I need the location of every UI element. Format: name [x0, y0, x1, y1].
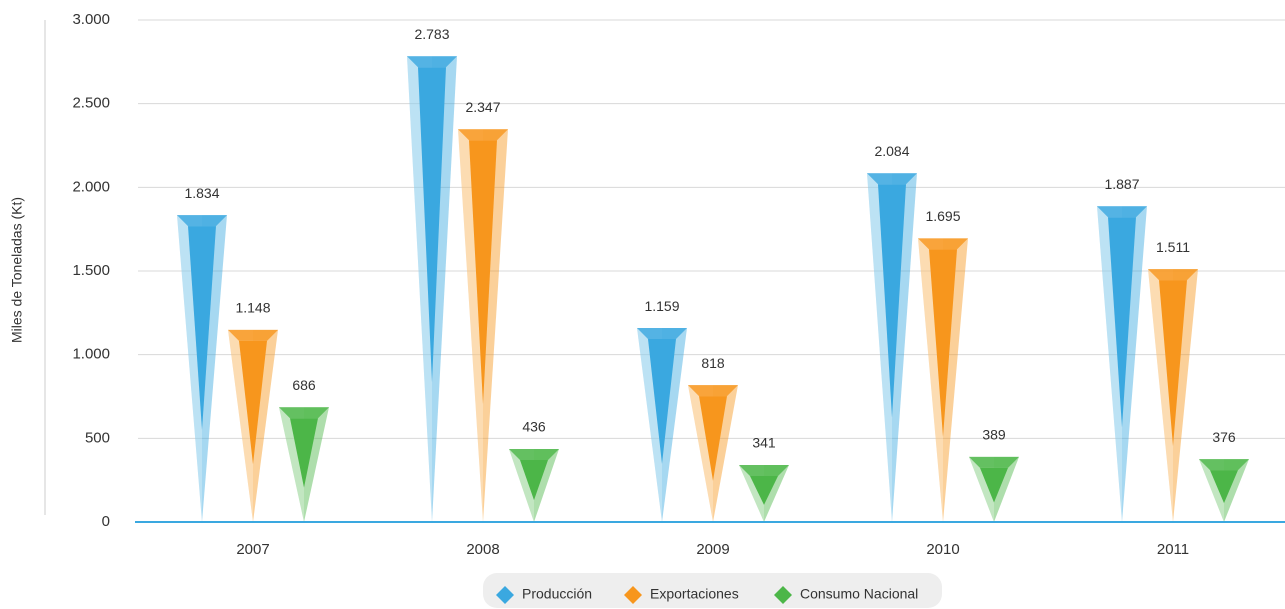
bar-core: [290, 418, 318, 488]
bar-cap: [918, 238, 968, 250]
value-label: 2.084: [874, 143, 909, 159]
bar-cap: [739, 464, 789, 476]
bar-core: [750, 475, 778, 505]
bar-core: [418, 67, 446, 383]
bar-cap: [637, 328, 687, 340]
bar-cap: [177, 215, 227, 227]
legend-marker: [624, 586, 642, 604]
bar-cap: [509, 449, 559, 461]
value-label: 2.783: [414, 26, 449, 42]
value-label: 376: [1212, 429, 1236, 445]
bar-cap: [1148, 269, 1198, 281]
y-tick-label: 2.000: [72, 178, 110, 195]
legend: [483, 573, 942, 608]
bar-core: [648, 339, 676, 464]
bar-core: [878, 184, 906, 418]
bar-cap: [407, 56, 457, 68]
value-label: 1.834: [184, 185, 219, 201]
y-tick-label: 2.500: [72, 95, 110, 112]
value-label: 686: [292, 377, 316, 393]
bar-cap: [1199, 459, 1249, 471]
bar-cap: [1097, 206, 1147, 218]
value-label: 341: [752, 435, 776, 451]
legend-label: Consumo Nacional: [800, 586, 918, 602]
bar-core: [699, 396, 727, 481]
bar-core: [1108, 217, 1136, 428]
bar-cap: [867, 173, 917, 185]
bar-core: [469, 140, 497, 405]
x-tick-label: 2009: [696, 541, 729, 558]
y-tick-label: 500: [85, 429, 110, 446]
value-label: 389: [982, 427, 1006, 443]
x-tick-label: 2011: [1157, 541, 1189, 558]
value-label: 2.347: [465, 99, 500, 115]
bar-core: [1210, 470, 1238, 504]
y-tick-label: 3.000: [72, 11, 110, 28]
legend-marker: [774, 586, 792, 604]
y-tick-label: 0: [102, 513, 110, 530]
value-label: 1.159: [644, 298, 679, 314]
bar-core: [239, 340, 267, 465]
y-axis-label: Miles de Toneladas (Kt): [9, 197, 25, 343]
x-tick-label: 2007: [236, 541, 269, 558]
x-tick-label: 2008: [466, 541, 499, 558]
bar-core: [188, 226, 216, 430]
value-label: 1.887: [1104, 176, 1139, 192]
value-label: 818: [701, 355, 725, 371]
bar-cap: [688, 385, 738, 397]
y-tick-label: 1.500: [72, 262, 110, 279]
bar-cap: [969, 456, 1019, 468]
value-label: 1.148: [235, 300, 270, 316]
value-label: 436: [522, 419, 546, 435]
bar-core: [929, 249, 957, 437]
y-tick-label: 1.000: [72, 346, 110, 363]
value-label: 1.695: [925, 208, 960, 224]
bar-core: [520, 460, 548, 501]
bar-cap: [458, 129, 508, 141]
legend-label: Producción: [522, 586, 592, 602]
bar-cap: [228, 329, 278, 341]
bar-core: [980, 467, 1008, 503]
x-tick-label: 2010: [926, 541, 959, 558]
legend-label: Exportaciones: [650, 586, 739, 602]
legend-marker: [496, 586, 514, 604]
bar-cap: [279, 407, 329, 419]
bar-core: [1159, 280, 1187, 447]
value-label: 1.511: [1156, 239, 1190, 255]
